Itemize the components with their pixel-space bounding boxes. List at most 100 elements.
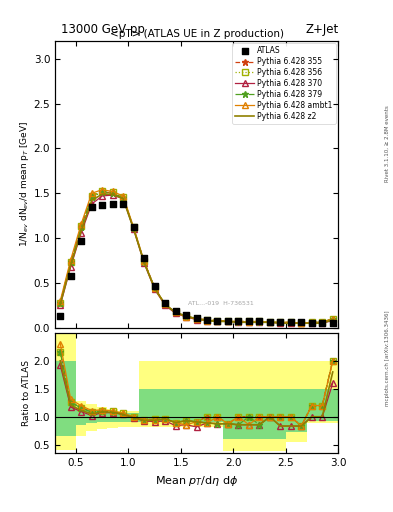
Pythia 6.428 370 xyxy=(268,319,272,326)
Pythia 6.428 356 xyxy=(236,318,241,325)
Pythia 6.428 370 xyxy=(173,310,178,316)
Pythia 6.428 ambt1 xyxy=(163,301,167,307)
Pythia 6.428 ambt1 xyxy=(68,257,73,263)
Pythia 6.428 356 xyxy=(131,224,136,230)
Pythia 6.428 355 xyxy=(257,318,262,325)
Pythia 6.428 379 xyxy=(288,319,293,326)
Y-axis label: 1/N$_{ev}$ dN$_{ev}$/d mean p$_T$ [GeV]: 1/N$_{ev}$ dN$_{ev}$/d mean p$_T$ [GeV] xyxy=(18,121,31,247)
Pythia 6.428 ambt1 xyxy=(257,318,262,325)
ATLAS xyxy=(246,317,252,326)
Pythia 6.428 356 xyxy=(226,318,230,325)
Pythia 6.428 ambt1 xyxy=(268,319,272,326)
Pythia 6.428 356 xyxy=(278,319,283,326)
Pythia 6.428 356 xyxy=(89,193,94,199)
ATLAS xyxy=(78,237,84,245)
Pythia 6.428 370 xyxy=(288,320,293,326)
Pythia 6.428 379 xyxy=(184,313,188,319)
Line: Pythia 6.428 z2: Pythia 6.428 z2 xyxy=(60,194,333,323)
Pythia 6.428 355 xyxy=(184,313,188,319)
ATLAS xyxy=(309,319,315,327)
Pythia 6.428 355 xyxy=(205,316,209,323)
Pythia 6.428 355 xyxy=(288,319,293,326)
Pythia 6.428 z2 xyxy=(100,191,105,197)
ATLAS xyxy=(288,318,294,327)
Title: <pT> (ATLAS UE in Z production): <pT> (ATLAS UE in Z production) xyxy=(110,29,283,39)
Pythia 6.428 ambt1 xyxy=(331,315,335,322)
Pythia 6.428 355 xyxy=(58,300,62,306)
Pythia 6.428 370 xyxy=(246,319,251,326)
Pythia 6.428 370 xyxy=(331,317,335,324)
Legend: ATLAS, Pythia 6.428 355, Pythia 6.428 356, Pythia 6.428 370, Pythia 6.428 379, P: ATLAS, Pythia 6.428 355, Pythia 6.428 35… xyxy=(232,43,336,124)
Pythia 6.428 370 xyxy=(142,260,147,266)
Pythia 6.428 356 xyxy=(68,259,73,265)
ATLAS xyxy=(235,317,242,326)
ATLAS xyxy=(277,318,283,327)
Pythia 6.428 ambt1 xyxy=(236,318,241,325)
Pythia 6.428 379 xyxy=(89,194,94,200)
Pythia 6.428 356 xyxy=(331,315,335,322)
Line: Pythia 6.428 ambt1: Pythia 6.428 ambt1 xyxy=(57,187,336,326)
Pythia 6.428 355 xyxy=(320,319,325,326)
Pythia 6.428 356 xyxy=(100,188,105,195)
Pythia 6.428 356 xyxy=(215,317,220,324)
Pythia 6.428 356 xyxy=(257,318,262,325)
Text: 13000 GeV pp: 13000 GeV pp xyxy=(61,23,145,36)
Pythia 6.428 ambt1 xyxy=(184,314,188,320)
Pythia 6.428 379 xyxy=(257,319,262,326)
Pythia 6.428 379 xyxy=(68,259,73,265)
Pythia 6.428 356 xyxy=(173,309,178,315)
Pythia 6.428 370 xyxy=(257,319,262,326)
Pythia 6.428 379 xyxy=(246,318,251,325)
ATLAS xyxy=(319,319,325,327)
Pythia 6.428 z2 xyxy=(236,319,241,326)
Pythia 6.428 z2 xyxy=(163,301,167,307)
Pythia 6.428 356 xyxy=(58,300,62,306)
Pythia 6.428 355 xyxy=(163,301,167,307)
Pythia 6.428 ambt1 xyxy=(226,318,230,325)
Pythia 6.428 z2 xyxy=(89,197,94,203)
Pythia 6.428 355 xyxy=(226,318,230,325)
Pythia 6.428 z2 xyxy=(121,196,125,202)
Pythia 6.428 z2 xyxy=(309,320,314,326)
Pythia 6.428 ambt1 xyxy=(288,319,293,326)
Pythia 6.428 370 xyxy=(278,320,283,326)
Pythia 6.428 z2 xyxy=(173,309,178,315)
Pythia 6.428 ambt1 xyxy=(58,298,62,304)
ATLAS xyxy=(120,200,126,208)
Pythia 6.428 355 xyxy=(121,195,125,201)
Line: Pythia 6.428 355: Pythia 6.428 355 xyxy=(57,188,336,327)
Pythia 6.428 370 xyxy=(89,201,94,207)
Pythia 6.428 z2 xyxy=(226,318,230,325)
Pythia 6.428 z2 xyxy=(68,262,73,268)
Pythia 6.428 z2 xyxy=(58,301,62,307)
Pythia 6.428 ambt1 xyxy=(100,187,105,193)
Pythia 6.428 ambt1 xyxy=(215,317,220,324)
Pythia 6.428 379 xyxy=(226,318,230,325)
Pythia 6.428 379 xyxy=(121,195,125,201)
Text: mcplots.cern.ch [arXiv:1306.3436]: mcplots.cern.ch [arXiv:1306.3436] xyxy=(385,311,389,406)
Pythia 6.428 379 xyxy=(152,285,157,291)
Pythia 6.428 370 xyxy=(79,229,84,236)
Pythia 6.428 370 xyxy=(152,286,157,292)
Pythia 6.428 ambt1 xyxy=(309,319,314,326)
Pythia 6.428 356 xyxy=(184,313,188,319)
Pythia 6.428 379 xyxy=(58,300,62,306)
Pythia 6.428 356 xyxy=(194,315,199,322)
Line: Pythia 6.428 370: Pythia 6.428 370 xyxy=(57,193,336,326)
ATLAS xyxy=(110,200,116,208)
Pythia 6.428 356 xyxy=(288,319,293,326)
ATLAS xyxy=(193,314,200,322)
Pythia 6.428 ambt1 xyxy=(173,309,178,315)
Pythia 6.428 355 xyxy=(246,318,251,325)
ATLAS xyxy=(57,312,63,320)
Pythia 6.428 379 xyxy=(100,189,105,196)
ATLAS xyxy=(330,319,336,327)
ATLAS xyxy=(141,254,147,262)
Pythia 6.428 379 xyxy=(299,320,304,326)
Pythia 6.428 355 xyxy=(142,258,147,264)
Pythia 6.428 355 xyxy=(79,223,84,229)
Pythia 6.428 z2 xyxy=(110,191,115,197)
Pythia 6.428 z2 xyxy=(142,259,147,265)
Pythia 6.428 370 xyxy=(320,320,325,326)
Pythia 6.428 356 xyxy=(205,316,209,323)
